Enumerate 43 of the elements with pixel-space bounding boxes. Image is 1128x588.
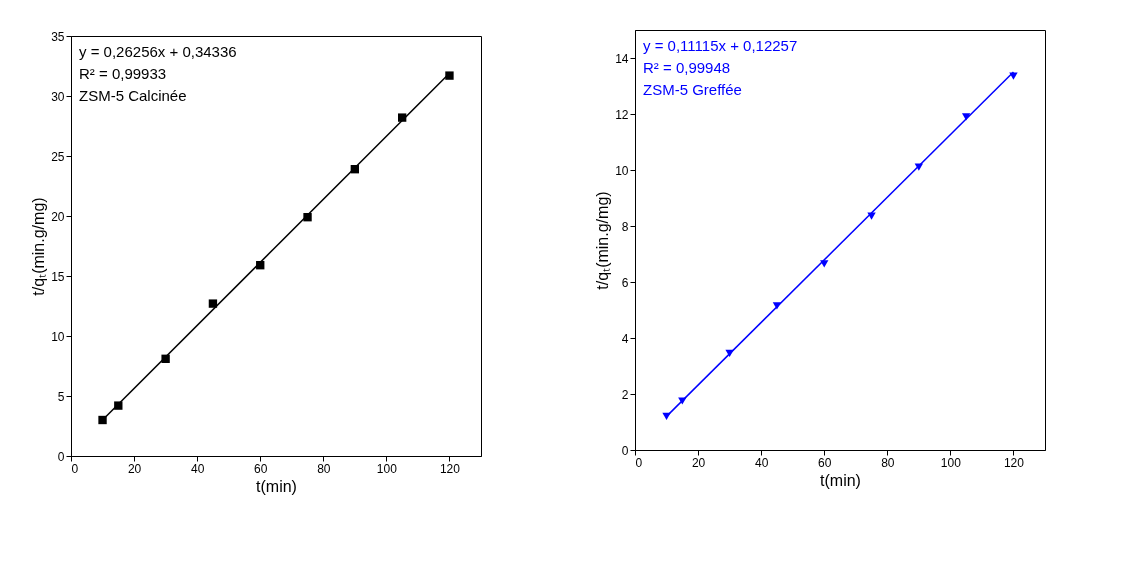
x-tick-label: 40 [190,461,205,476]
y-axis-title: t/qₜ(min.g/mg) [30,197,48,296]
annotation: ZSM-5 Calcinée [79,87,187,104]
annotation: ZSM-5 Greffée [643,81,742,98]
x-tick-label: 20 [127,461,142,476]
y-tick-label: 35 [51,29,65,44]
annotation: R² = 0,99933 [79,65,167,82]
x-tick-label: 0 [635,455,643,470]
x-tick-label: 120 [439,461,461,476]
annotation: y = 0,11115x + 0,12257 [643,37,798,54]
y-tick-label: 15 [51,269,65,284]
x-tick-label: 60 [254,461,268,476]
x-tick-label: 80 [881,455,895,470]
y-tick-label: 8 [621,219,629,234]
x-tick-label: 120 [1003,455,1025,470]
y-tick-label: 25 [51,149,65,164]
y-tick-label: 30 [51,89,65,104]
point [208,299,218,308]
y-tick-label: 20 [51,209,65,224]
x-tick-label: 100 [940,455,962,470]
x-tick-label: 40 [754,455,769,470]
x-axis-title: t(min) [256,477,297,495]
point [98,415,107,425]
y-tick-label: 0 [621,443,629,458]
x-tick-label: 0 [71,461,79,476]
x-tick-label: 100 [376,461,398,476]
y-tick-label: 12 [615,107,629,122]
y-tick-label: 10 [615,163,629,178]
y-tick-label: 5 [57,389,65,404]
x-tick-label: 60 [818,455,832,470]
y-tick-label: 10 [51,329,65,344]
x-axis-title: t(min) [820,471,861,489]
point [445,71,454,80]
y-tick-label: 4 [621,331,629,346]
y-axis-title: t/qₜ(min.g/mg) [594,191,612,290]
y-tick-label: 6 [621,275,629,290]
x-tick-label: 80 [317,461,331,476]
x-tick-label: 20 [691,455,706,470]
y-tick-label: 14 [615,51,629,66]
y-tick-label: 2 [621,387,629,402]
annotation: R² = 0,99948 [643,59,731,76]
annotation: y = 0,26256x + 0,34336 [79,43,237,60]
point [961,113,971,121]
